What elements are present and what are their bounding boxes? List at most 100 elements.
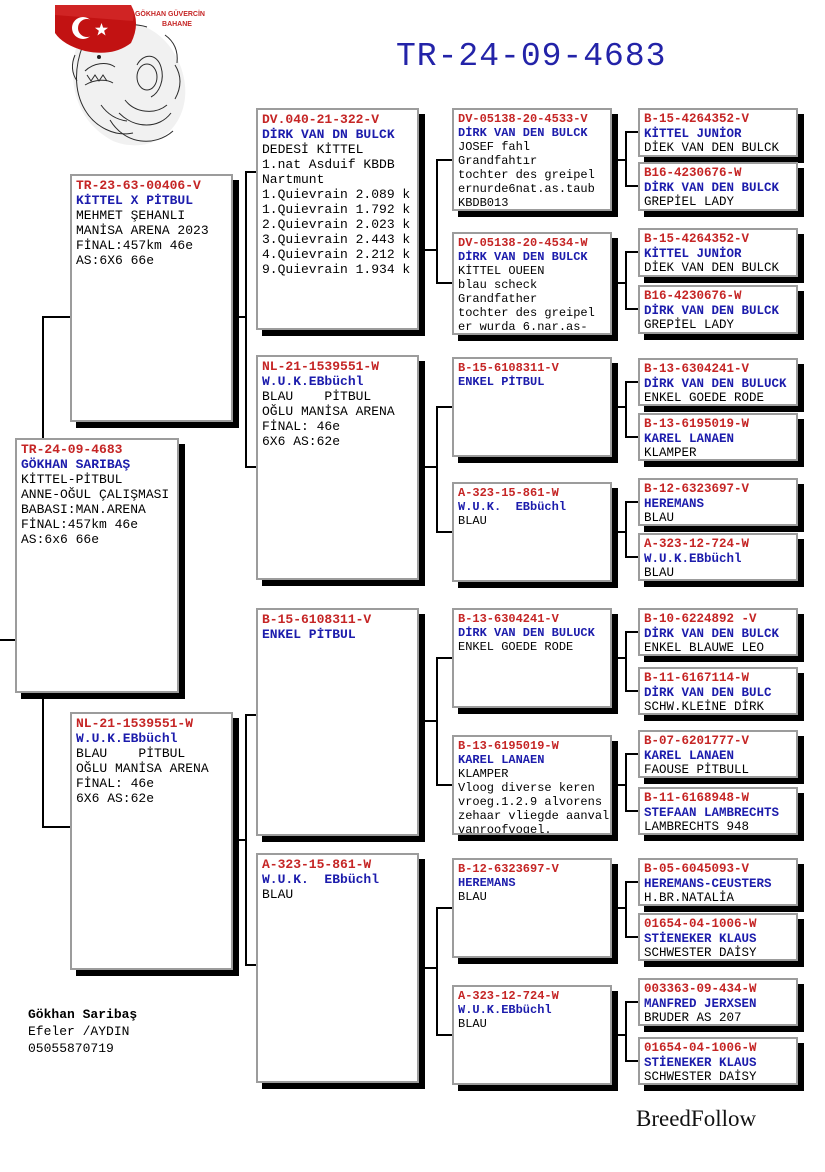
breeder-name: W.U.K.EBbüchl [458, 1003, 552, 1017]
breeder-name: W.U.K.EBbüchl [262, 374, 364, 389]
box-details: KİTTEL-PİTBUL ANNE-OĞUL ÇALIŞMASI BABASI:M… [21, 472, 173, 547]
breeder-name: STİENEKER KLAUS [644, 931, 757, 946]
breeder-name: HEREMANS [644, 496, 705, 511]
box-detail-line: Grandfahtır [458, 154, 538, 168]
pedigree-box-g3-2: NL-21-1539551-W W.U.K.EBbüchl BLAU PİTBU… [256, 355, 419, 580]
breeder-name: DİRK VAN DEN BULCK [644, 303, 780, 318]
box-detail-line: DİEK VAN DEN BULCK [644, 261, 780, 275]
box-detail-line: GREPİEL LADY [644, 318, 735, 332]
ring-number: B-15-6108311-V [458, 361, 559, 375]
box-detail-line: tochter des greipel [458, 168, 595, 182]
pedigree-box-g4-8: A-323-12-724-W W.U.K.EBbüchl BLAU [452, 985, 612, 1085]
ring-number: A-323-12-724-W [644, 537, 750, 551]
box-detail-line: FİNAL:457km 46e [21, 517, 139, 532]
box-detail-line: OĞLU MANİSA ARENA [262, 404, 395, 419]
turkish-flag-icon [55, 5, 136, 53]
box-detail-line: Nartmunt [262, 172, 325, 187]
beast-sketch-icon: GÖKHAN GÜVERCİN BAHANE [55, 5, 205, 146]
ring-number: NL-21-1539551-W [262, 359, 380, 374]
pedigree-box-g5-10: B-11-6167114-W DİRK VAN DEN BULC SCHW.KL… [638, 667, 798, 715]
pedigree-box-g5-3: B-15-4264352-V KİTTEL JUNİOR DİEK VAN DE… [638, 228, 798, 277]
breeder-name: DİRK VAN DEN BULUCK [644, 376, 787, 391]
ring-number: A-323-15-861-W [458, 486, 559, 500]
box-detail-line: KBDB013 [458, 196, 509, 210]
box-detail-line: FİNAL: 46e [76, 776, 155, 791]
breeder-name: DİRK VAN DN BULCK [262, 127, 395, 142]
brand-watermark: BreedFollow [636, 1106, 757, 1131]
pedigree-box-g3-4: A-323-15-861-W W.U.K. EBbüchl BLAU [256, 853, 419, 1083]
ring-number: B-12-6323697-V [644, 482, 750, 496]
pedigree-box-g4-5: B-13-6304241-V DİRK VAN DEN BULUCK ENKEL… [452, 608, 612, 708]
box-details: KLAMPER Vloog diverse keren vroeg.1.2.9 al… [458, 767, 610, 833]
box-detail-line: FİNAL:457km 46e [76, 238, 194, 253]
ring-number: B16-4230676-W [644, 166, 742, 180]
box-details: BLAU [644, 566, 792, 580]
box-detail-line: BLAU PİTBUL [262, 389, 372, 404]
box-detail-line: Vloog diverse keren [458, 781, 595, 795]
breeder-name: DİRK VAN DEN BULC [644, 685, 772, 700]
ring-number: 01654-04-1006-W [644, 917, 757, 931]
ring-number: B-10-6224892 -V [644, 612, 757, 626]
breeder-name: W.U.K.EBbüchl [76, 731, 178, 746]
breeder-name: GÖKHAN SARIBAŞ [21, 457, 131, 472]
box-details: BRUDER AS 207 [644, 1011, 792, 1024]
box-details: DİEK VAN DEN BULCK [644, 141, 792, 155]
box-detail-line: BABASI:MAN.ARENA [21, 502, 146, 517]
box-details: LAMBRECHTS 948 [644, 820, 792, 834]
pedigree-box-g5-1: B-15-4264352-V KİTTEL JUNİOR DİEK VAN DE… [638, 108, 798, 157]
box-detail-line: zehaar vliegde aanval [458, 809, 610, 823]
box-details: BLAU PİTBUL OĞLU MANİSA ARENA FİNAL: 46e 6X… [262, 389, 413, 449]
box-detail-line: BLAU PİTBUL [76, 746, 186, 761]
breeder-name: DİRK VAN DEN BULCK [458, 250, 588, 264]
ring-number: TR-23-63-00406-V [76, 178, 201, 193]
ring-number: 003363-09-434-W [644, 982, 757, 996]
ring-number: B-13-6195019-W [644, 417, 750, 431]
box-detail-line: ENKEL BLAUWE LEO [644, 641, 765, 655]
ring-number: B-11-6167114-W [644, 671, 750, 685]
pedigree-box-g4-3: B-15-6108311-V ENKEL PİTBUL [452, 357, 612, 457]
logo-image: GÖKHAN GÜVERCİN BAHANE [55, 5, 210, 155]
pedigree-box-g5-2: B16-4230676-W DİRK VAN DEN BULCK GREPİEL… [638, 162, 798, 211]
box-detail-line: LAMBRECHTS 948 [644, 820, 750, 834]
pedigree-box-g3-3: B-15-6108311-V ENKEL PİTBUL [256, 608, 419, 836]
box-detail-line: DİEK VAN DEN BULCK [644, 141, 780, 155]
breeder-name: KİTTEL X PİTBUL [76, 193, 194, 208]
box-detail-line: SCHWESTER DAİSY [644, 1070, 757, 1084]
box-detail-line: H.BR.NATALİA [644, 891, 735, 905]
logo-caption-line1: GÖKHAN GÜVERCİN [135, 9, 205, 18]
breeder-name: ENKEL PİTBUL [458, 375, 545, 389]
owner-location: Efeler /AYDIN [28, 1024, 130, 1039]
box-detail-line: BLAU [644, 566, 675, 580]
logo-caption-line2: BAHANE [162, 21, 192, 28]
breeder-name: DİRK VAN DEN BULCK [644, 626, 780, 641]
box-details: BLAU [458, 514, 606, 528]
box-detail-line: 2.Quievrain 2.023 k [262, 217, 411, 232]
pedigree-box-g5-11: B-07-6201777-V KAREL LANAEN FAOUSE PİTBU… [638, 730, 798, 778]
box-detail-line: JOSEF fahl [458, 140, 531, 154]
box-detail-line: KİTTEL OUEEN [458, 264, 545, 278]
box-details: H.BR.NATALİA [644, 891, 792, 905]
pedigree-box-g5-9: B-10-6224892 -V DİRK VAN DEN BULCK ENKEL… [638, 608, 798, 656]
box-detail-line: ENKEL GOEDE RODE [644, 391, 765, 405]
box-details: FAOUSE PİTBULL [644, 763, 792, 776]
owner-phone: 05055870719 [28, 1041, 114, 1056]
box-details: BLAU [458, 1017, 606, 1031]
breeder-name: DİRK VAN DEN BULUCK [458, 626, 595, 640]
box-detail-line: OĞLU MANİSA ARENA [76, 761, 209, 776]
box-detail-line: AS:6X6 66e [76, 253, 155, 268]
box-detail-line: 6X6 AS:62e [76, 791, 155, 806]
pedigree-box-g5-14: 01654-04-1006-W STİENEKER KLAUS SCHWESTE… [638, 913, 798, 961]
breeder-name: DİRK VAN DEN BULCK [644, 180, 780, 195]
box-details: JOSEF fahl Grandfahtır tochter des greipel… [458, 140, 606, 210]
breeder-name: KAREL LANAEN [644, 431, 735, 446]
ring-number: B-12-6323697-V [458, 862, 559, 876]
breeder-name: KİTTEL JUNİOR [644, 246, 742, 261]
breeder-name: STİENEKER KLAUS [644, 1055, 757, 1070]
box-details: BLAU PİTBUL OĞLU MANİSA ARENA FİNAL: 46e 6X… [76, 746, 227, 806]
box-detail-line: ANNE-OĞUL ÇALIŞMASI [21, 487, 170, 502]
box-detail-line: 1.Quievrain 1.792 k [262, 202, 411, 217]
box-details: ENKEL BLAUWE LEO [644, 641, 792, 655]
box-detail-line: blau scheck [458, 278, 538, 292]
box-details: KİTTEL OUEEN blau scheck Grandfather tochte… [458, 264, 606, 333]
breeder-name: W.U.K. EBbüchl [262, 872, 380, 887]
